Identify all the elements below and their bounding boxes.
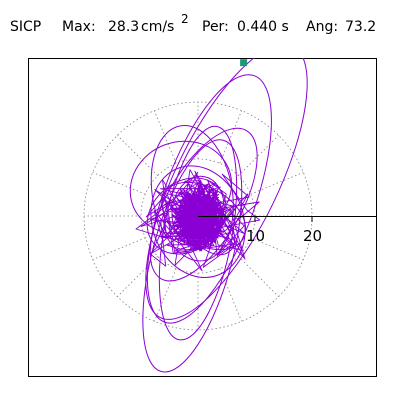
grid-spoke: [250, 172, 304, 195]
grid-spoke: [250, 237, 304, 260]
ang-value: 73.2: [345, 19, 377, 35]
grid-spoke: [219, 268, 242, 322]
trace-mid: [135, 169, 261, 272]
per-value: 0.440 s: [237, 19, 289, 35]
max-value: 28.3: [108, 19, 140, 35]
grid-spoke: [238, 135, 279, 176]
axis-ticks: 10 20: [246, 216, 322, 245]
per-label: Per:: [202, 19, 229, 35]
chart-header: SICP Max: 28.3 cm/s 2 Per: 0.440 s Ang: …: [0, 0, 400, 50]
trace-loop-7: [150, 165, 246, 278]
max-amplitude-marker: [240, 59, 248, 67]
grid-spoke: [117, 135, 158, 176]
tick-label-20: 20: [303, 227, 322, 245]
station-code: SICP: [10, 19, 42, 35]
max-unit-exponent: 2: [181, 12, 189, 26]
grid-spoke: [154, 110, 177, 164]
trace-loop-2: [142, 139, 243, 373]
grid-spoke: [219, 110, 242, 164]
trace-loop-0: [145, 58, 308, 320]
tick-label-10: 10: [246, 227, 265, 245]
grid-spoke: [92, 237, 146, 260]
max-unit: cm/s: [141, 19, 175, 35]
motion-trace: [129, 58, 308, 373]
max-label: Max:: [62, 19, 96, 35]
grid-spoke: [92, 172, 146, 195]
ang-label: Ang:: [306, 19, 339, 35]
grid-spoke: [238, 256, 279, 297]
grid-spoke: [154, 268, 177, 322]
